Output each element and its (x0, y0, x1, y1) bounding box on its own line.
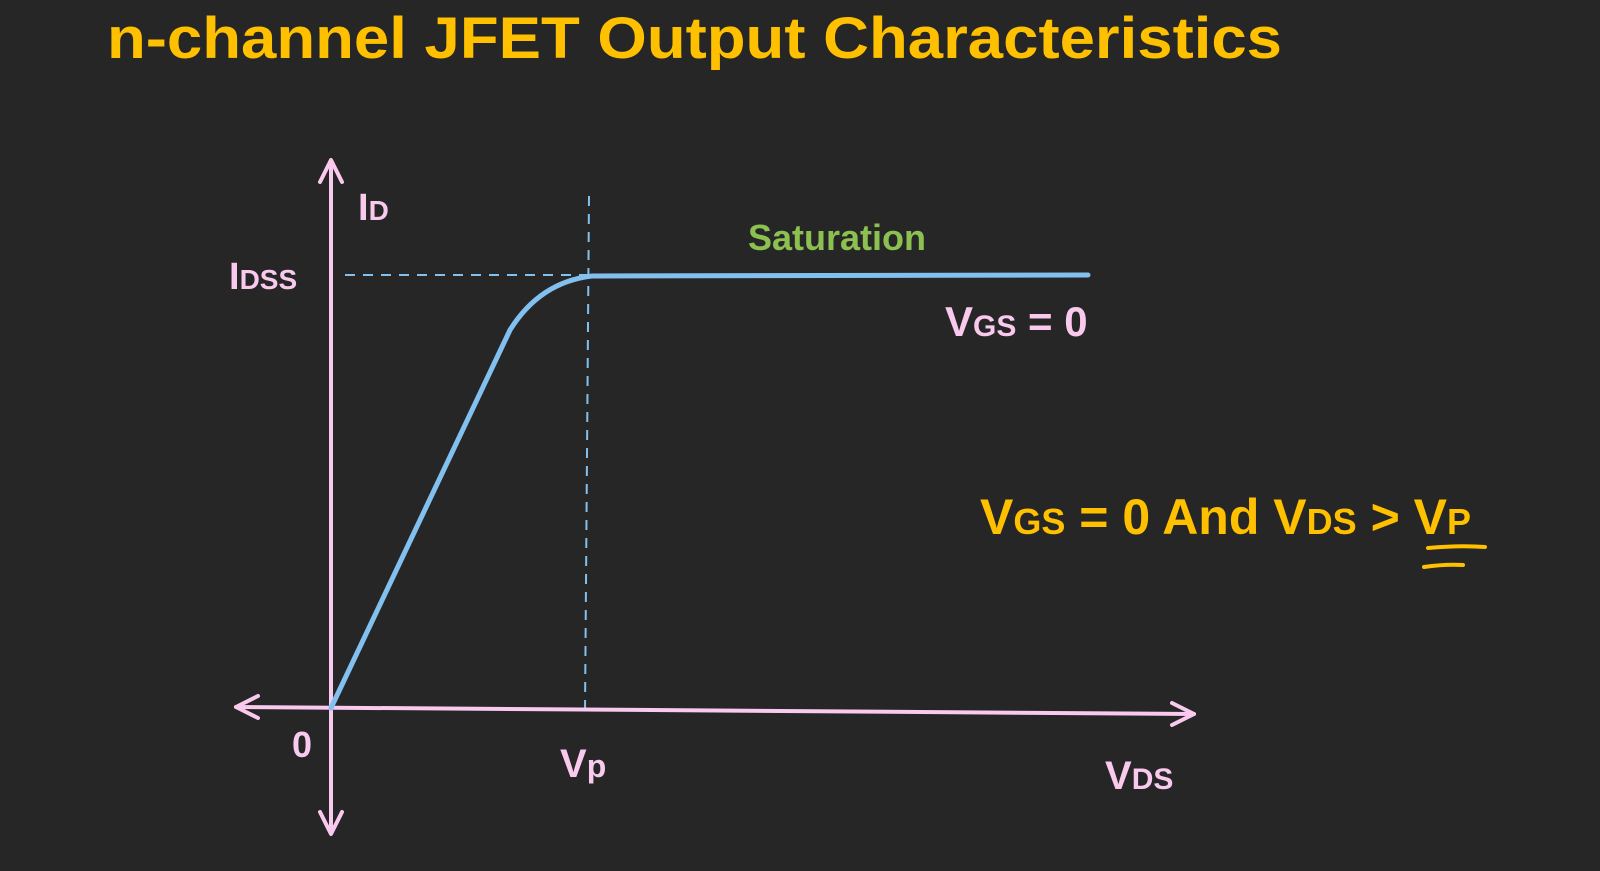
vgs-zero-curve (328, 272, 1091, 711)
saturation-label: Saturation (748, 217, 926, 258)
x-axis-left-arrow-icon (234, 694, 260, 720)
y-axis-up-arrow-icon (318, 158, 344, 184)
x-axis-label: VDS (1105, 754, 1173, 798)
saturation-condition: VGS = 0 And VDS > VP (980, 489, 1471, 545)
origin-label: 0 (292, 724, 312, 765)
x-axis (234, 705, 1196, 716)
vp-underline-annotation (1422, 544, 1487, 569)
vp-label: Vp (560, 742, 606, 786)
y-axis-down-arrow-icon (318, 810, 344, 836)
vp-guide-line (584, 195, 590, 713)
idss-label: IDSS (229, 256, 297, 298)
x-axis-right-arrow-icon (1170, 701, 1196, 727)
curve-label: VGS = 0 (945, 298, 1088, 345)
slide-title: n-channel JFET Output Characteristics (107, 6, 1282, 71)
y-axis-label: ID (358, 187, 389, 229)
